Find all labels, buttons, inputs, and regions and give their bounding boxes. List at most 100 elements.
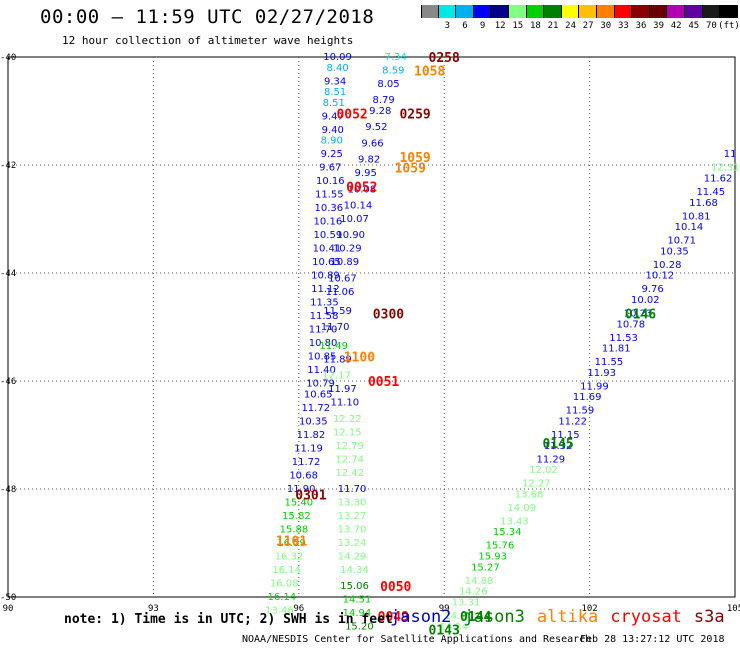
- wave-height-value: 10.35: [299, 417, 328, 428]
- colorbar-swatch: [491, 5, 509, 18]
- wave-height-value: 11.70: [338, 484, 367, 495]
- wave-height-value: 8.79: [372, 95, 394, 106]
- wave-height-value: 8.51: [324, 87, 346, 98]
- colorbar-swatch: [544, 5, 562, 18]
- wave-height-value: 9.52: [365, 122, 387, 133]
- colorbar-swatch: [649, 5, 668, 18]
- wave-height-value: 15.82: [282, 511, 311, 522]
- wave-height-value: 10.23: [624, 309, 653, 320]
- wave-height-value: 11.22: [558, 417, 587, 428]
- colorbar-swatch: [508, 5, 527, 18]
- wave-height-value: 11.69: [573, 392, 602, 403]
- y-tick-label: -50: [0, 593, 16, 603]
- colorbar-swatch: [720, 5, 738, 18]
- colorbar-swatch: [702, 5, 721, 18]
- wave-height-value: 14.26: [459, 587, 488, 598]
- wave-height-value: 10.09: [323, 52, 352, 63]
- wave-height-value: 13.46: [265, 606, 294, 617]
- wave-height-value: 10.12: [646, 271, 675, 282]
- pass-time-label: 0144: [460, 610, 491, 625]
- colorbar-label: 21: [547, 21, 559, 31]
- wave-height-value: 11.40: [307, 365, 336, 376]
- wave-height-value: 11: [724, 149, 737, 160]
- wave-height-value: 16.32: [275, 552, 304, 563]
- wave-height-value: 9.66: [361, 138, 383, 149]
- x-tick-label: 96: [293, 604, 304, 614]
- wave-height-value: 15.34: [493, 527, 522, 538]
- wave-height-value: 13.24: [338, 538, 367, 549]
- wave-height-value: 9.40: [322, 125, 344, 136]
- wave-height-value: 11.68: [689, 198, 718, 209]
- colorbar-label: 70: [705, 21, 717, 31]
- wave-height-value: 9.25: [321, 149, 343, 160]
- mission-legend: jason2 jason3 altika cryosat s3a: [390, 607, 725, 627]
- wave-height-value: 8.90: [321, 136, 343, 147]
- wave-height-value: 10.14: [344, 201, 373, 212]
- wave-height-value: 11.62: [704, 174, 733, 185]
- legend-entry-cryosat: cryosat: [610, 607, 682, 627]
- wave-height-value: 11.19: [294, 444, 323, 455]
- header-subtitle: 12 hour collection of altimeter wave hei…: [62, 34, 354, 47]
- colorbar-label: 18: [529, 21, 541, 31]
- wave-height-value: 14.80: [444, 611, 473, 622]
- wave-height-value: 12.74: [335, 454, 364, 465]
- wave-height-value: 10.14: [675, 222, 704, 233]
- colorbar-label: 6: [462, 21, 468, 31]
- wave-height-value: 10.16: [314, 217, 343, 228]
- wave-height-value: 11.55: [595, 357, 624, 368]
- colorbar-swatch: [438, 5, 457, 18]
- wave-height-value: 11.70: [321, 322, 350, 333]
- wave-height-value: 10.81: [682, 211, 711, 222]
- legend-entry-jason3: jason3: [463, 607, 525, 627]
- wave-height-value: 11.81: [602, 344, 631, 355]
- pass-time-label: 0300: [373, 308, 404, 323]
- y-tick-label: -48: [0, 485, 16, 495]
- colorbar-swatch: [526, 5, 545, 18]
- wave-height-value: 10.16: [316, 176, 345, 187]
- colorbar-swatch: [632, 5, 650, 18]
- colorbar-swatch: [596, 5, 615, 18]
- wave-height-value: 12.17: [322, 371, 351, 382]
- pass-time-label: 0052: [336, 108, 367, 123]
- wave-height-value: 10.68: [289, 471, 318, 482]
- pass-time-label: 0051: [368, 375, 399, 390]
- pass-time-label: 0146: [625, 308, 656, 323]
- wave-height-value: 9.67: [319, 163, 341, 174]
- wave-height-value: 9.76: [641, 284, 663, 295]
- wave-height-value: 16.14: [268, 592, 297, 603]
- wave-height-value: 10.67: [328, 273, 357, 284]
- wave-height-value: 11.72: [301, 403, 330, 414]
- wave-height-value: 10.78: [616, 319, 645, 330]
- footer-note: note: 1) Time is in UTC; 2) SWH is in fe…: [64, 612, 393, 627]
- wave-height-value: 12.22: [333, 414, 362, 425]
- colorbar-label: 9: [479, 21, 486, 31]
- x-tick-label: 90: [3, 604, 14, 614]
- wave-height-value: 13.43: [500, 516, 529, 527]
- wave-height-value: 14.29: [338, 552, 367, 563]
- wave-height-value: 11.93: [587, 368, 616, 379]
- wave-height-value: 10.90: [336, 230, 365, 241]
- colorbar-swatch: [667, 5, 685, 18]
- wave-height-value: 13.68: [515, 489, 544, 500]
- colorbar-label: 42: [670, 21, 682, 31]
- wave-height-value: 11.97: [328, 384, 357, 395]
- wave-height-value: 11.59: [566, 406, 595, 417]
- wave-height-value: 11.59: [323, 306, 352, 317]
- wave-height-value: 9.82: [358, 155, 380, 166]
- wave-height-value: 15.06: [340, 581, 369, 592]
- header-title: 00:00 – 11:59 UTC 02/27/2018: [40, 6, 375, 28]
- wave-height-value: 15.27: [471, 562, 500, 573]
- wave-height-value: 14.34: [340, 565, 369, 576]
- wave-height-value: 13.70: [338, 525, 367, 536]
- colorbar-label: 27: [582, 21, 594, 31]
- wave-height-value: 9.95: [355, 168, 377, 179]
- colorbar-swatch: [684, 5, 703, 18]
- wave-height-value: 11.90: [287, 484, 316, 495]
- pass-time-label: 0145: [542, 437, 573, 452]
- wave-height-value: 11.06: [326, 287, 355, 298]
- wave-height-value: 8.40: [326, 63, 348, 74]
- colorbar-swatch: [473, 5, 492, 18]
- colorbar-swatch: [561, 5, 580, 18]
- y-tick-label: -42: [0, 161, 16, 171]
- wave-height-value: 8.59: [382, 66, 404, 77]
